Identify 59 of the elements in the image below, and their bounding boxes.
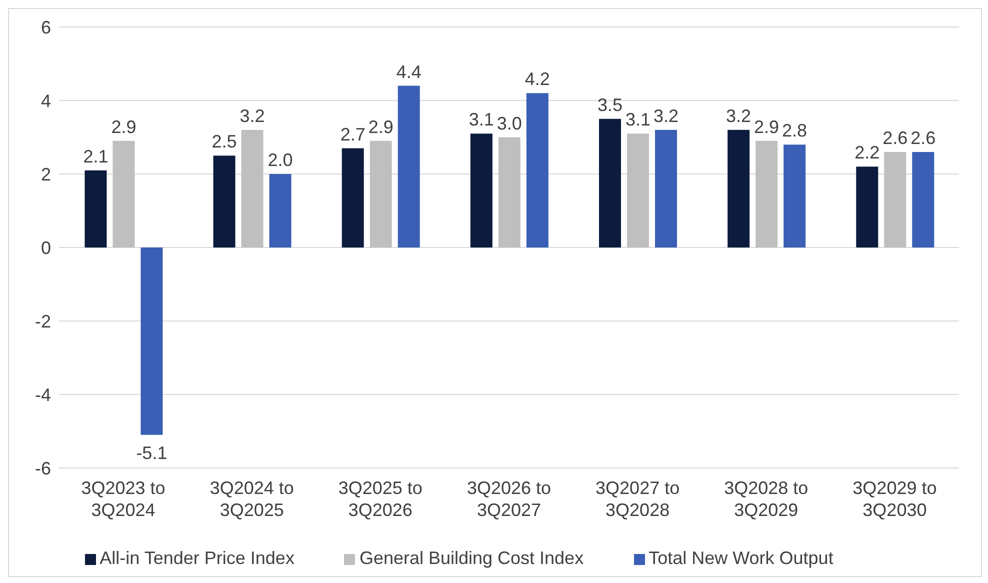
bar [756, 140, 778, 248]
data-label: 3.2 [653, 106, 679, 126]
x-tick-label: 3Q2029 to 3Q2030 [852, 478, 937, 520]
bar [728, 130, 750, 248]
data-label: 3.2 [240, 106, 265, 126]
bar [140, 248, 163, 435]
x-tick-label: 3Q2026 to 3Q2027 [466, 478, 552, 520]
data-label: 2.0 [268, 150, 293, 170]
bar [655, 130, 677, 248]
data-label: 4.2 [524, 69, 550, 90]
y-tick-label: -6 [34, 458, 51, 478]
y-tick-label: 0 [40, 238, 51, 258]
y-tick-label: 4 [40, 90, 51, 111]
bar [84, 170, 107, 248]
data-label: -5.1 [136, 442, 168, 463]
y-tick-label: 6 [40, 17, 51, 38]
data-label: 2.2 [854, 142, 880, 163]
data-label: 2.6 [910, 128, 936, 148]
x-tick-label: 3Q2024 to 3Q2025 [210, 478, 294, 520]
legend-label: All-in Tender Price Index [100, 548, 294, 568]
bar [599, 118, 621, 248]
bar [784, 144, 806, 248]
bar [342, 148, 364, 248]
bar [370, 140, 392, 248]
bar [526, 93, 548, 248]
y-tick-label: 2 [40, 164, 51, 184]
data-label: 3.1 [468, 110, 494, 130]
bar [498, 137, 520, 248]
data-label: 2.9 [368, 116, 394, 137]
x-tick-label: 3Q2025 to 3Q2026 [338, 478, 422, 520]
data-label: 2.1 [83, 146, 108, 166]
bar [884, 152, 906, 248]
data-label: 2.5 [212, 132, 237, 152]
data-label: 3.1 [625, 110, 651, 130]
y-tick-label: -4 [34, 384, 51, 405]
data-label: 2.8 [782, 120, 808, 141]
data-label: 3.2 [726, 106, 752, 126]
data-label: 2.6 [882, 128, 908, 148]
x-tick-label: 3Q2028 to 3Q2029 [724, 478, 808, 520]
data-label: 3.0 [496, 113, 522, 134]
bar [398, 86, 420, 248]
bar [856, 166, 878, 248]
bar [213, 156, 236, 248]
bar [112, 140, 135, 248]
bar [912, 152, 934, 248]
x-tick-label: 3Q2027 to 3Q2028 [596, 478, 680, 520]
data-label: 2.9 [111, 116, 136, 137]
y-tick-label: -2 [34, 311, 51, 332]
bar [627, 134, 649, 248]
bar [470, 134, 492, 248]
data-label: 3.5 [597, 94, 623, 115]
bar [241, 130, 264, 248]
data-label: 2.7 [340, 124, 366, 144]
legend-label: Total New Work Output [648, 548, 834, 568]
bar [269, 174, 292, 248]
data-label: 4.4 [396, 62, 422, 82]
data-label: 2.9 [754, 116, 780, 137]
legend-label: General Building Cost Index [359, 548, 584, 568]
x-tick-label: 3Q2023 to 3Q2024 [81, 478, 166, 520]
